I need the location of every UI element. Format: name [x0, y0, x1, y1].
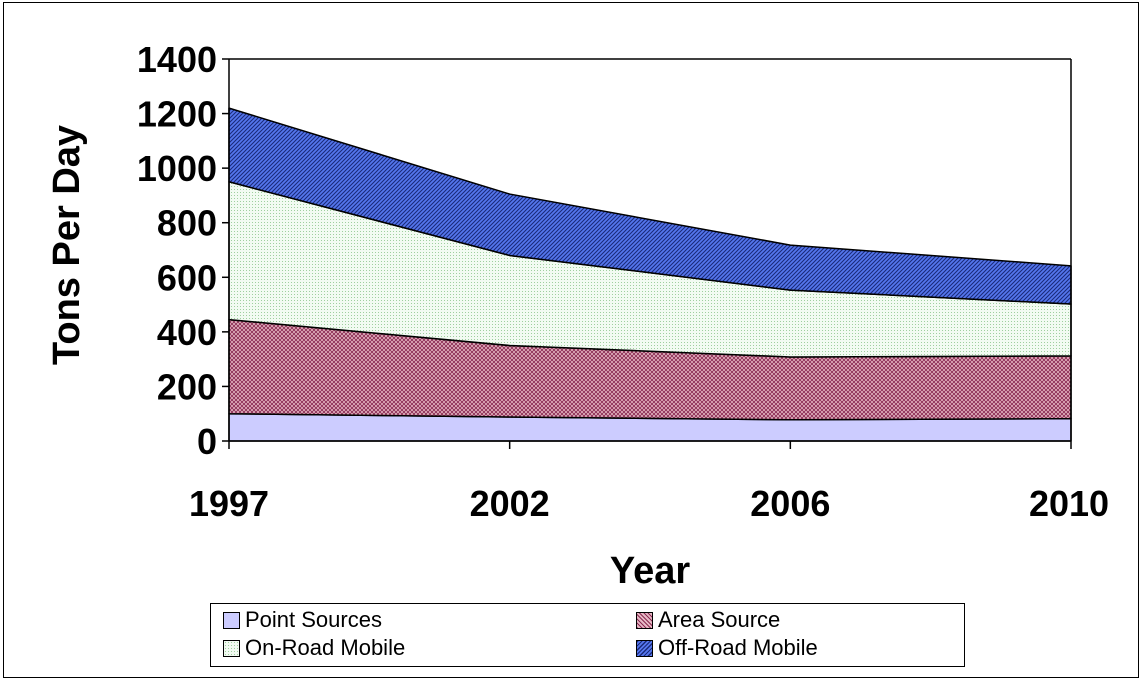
y-tick-label: 800: [157, 203, 217, 244]
legend-item-point-sources: Point Sources: [223, 607, 382, 633]
legend-swatch: [636, 639, 653, 657]
x-axis-title: Year: [610, 550, 691, 592]
y-tick-label: 600: [157, 257, 217, 298]
legend-swatch: [223, 639, 240, 657]
legend-label: Off-Road Mobile: [658, 635, 818, 660]
legend: Point Sources Area Source On-Road Mobile Of…: [210, 603, 965, 667]
axes: 0 200 400 600 800 1000 1200 1400 1997 2002 2006 201…: [137, 39, 1109, 524]
y-tick-label: 1200: [137, 94, 217, 135]
x-tick-label: 1997: [189, 483, 269, 524]
plot-area: [228, 107, 1072, 442]
x-tick-label: 2010: [1029, 483, 1109, 524]
legend-swatch: [223, 611, 240, 629]
y-tick-label: 1000: [137, 148, 217, 189]
legend-item-off-road-mobile: Off-Road Mobile: [636, 635, 818, 661]
legend-label: Area Source: [658, 607, 781, 632]
x-tick-label: 2002: [470, 483, 550, 524]
legend-item-area-source: Area Source: [636, 607, 780, 633]
legend-label: On-Road Mobile: [245, 635, 406, 660]
y-tick-label: 1400: [137, 39, 217, 80]
legend-swatch: [636, 611, 653, 629]
legend-label: Point Sources: [245, 607, 382, 632]
y-tick-label: 400: [157, 312, 217, 353]
y-axis-title: Tons Per Day: [46, 125, 88, 365]
x-tick-label: 2006: [750, 483, 830, 524]
y-tick-label: 0: [197, 421, 217, 462]
y-tick-label: 200: [157, 366, 217, 407]
legend-item-on-road-mobile: On-Road Mobile: [223, 635, 405, 661]
